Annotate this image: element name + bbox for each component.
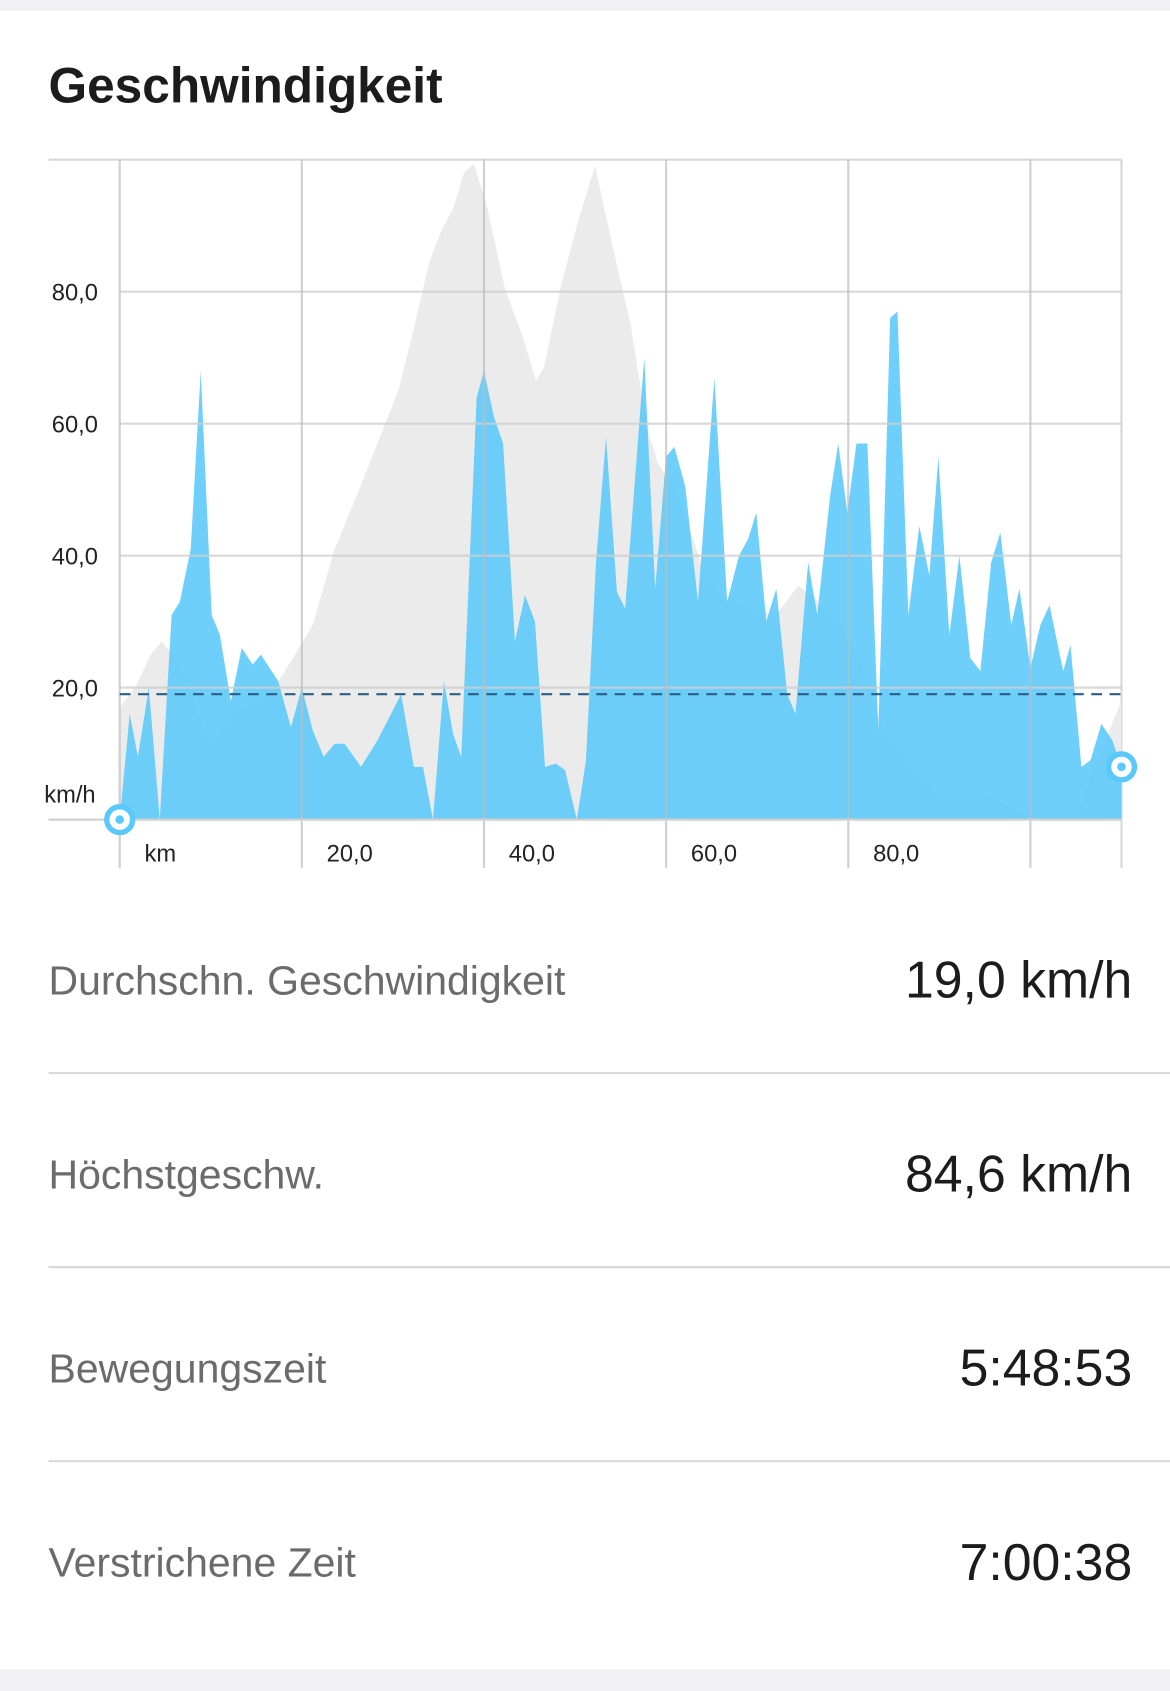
stat-value: 5:48:53 [960,1339,1133,1397]
title: Geschwindigkeit [49,58,443,114]
range-handle-dot [1117,762,1126,772]
chart: 20,0 40,0 60,0 80,0 20,0 40,0 60,0 80,0 km km/h [44,158,1138,869]
stat-value: 84,6 km/h [905,1145,1132,1203]
y-tick-label: 60,0 [52,412,98,438]
x-tick-label: 40,0 [509,842,555,868]
stat-label: Durchschn. Geschwindigkeit [49,957,567,1003]
stats: Durchschn. Geschwindigkeit 19,0 km/h Höchs… [49,951,1170,1591]
y-tick-label: 80,0 [52,280,98,306]
y-tick-label: 40,0 [52,544,98,570]
x-tick-label: 80,0 [873,842,919,868]
y-tick-label: 20,0 [52,676,98,702]
y-axis-label: km/h [44,782,95,808]
elevation-area [119,163,1122,820]
stat-label: Verstrichene Zeit [49,1540,357,1586]
x-tick-label: 60,0 [691,842,737,868]
stat-label: Höchstgeschw. [49,1151,325,1197]
x-axis-label: km [144,842,176,868]
stat-value: 19,0 km/h [905,951,1132,1009]
stat-label: Bewegungszeit [49,1346,327,1392]
x-tick-label: 20,0 [327,842,373,868]
range-handle-dot [115,815,125,824]
speed-area [119,311,1122,820]
stat-value: 7:00:38 [960,1533,1133,1591]
